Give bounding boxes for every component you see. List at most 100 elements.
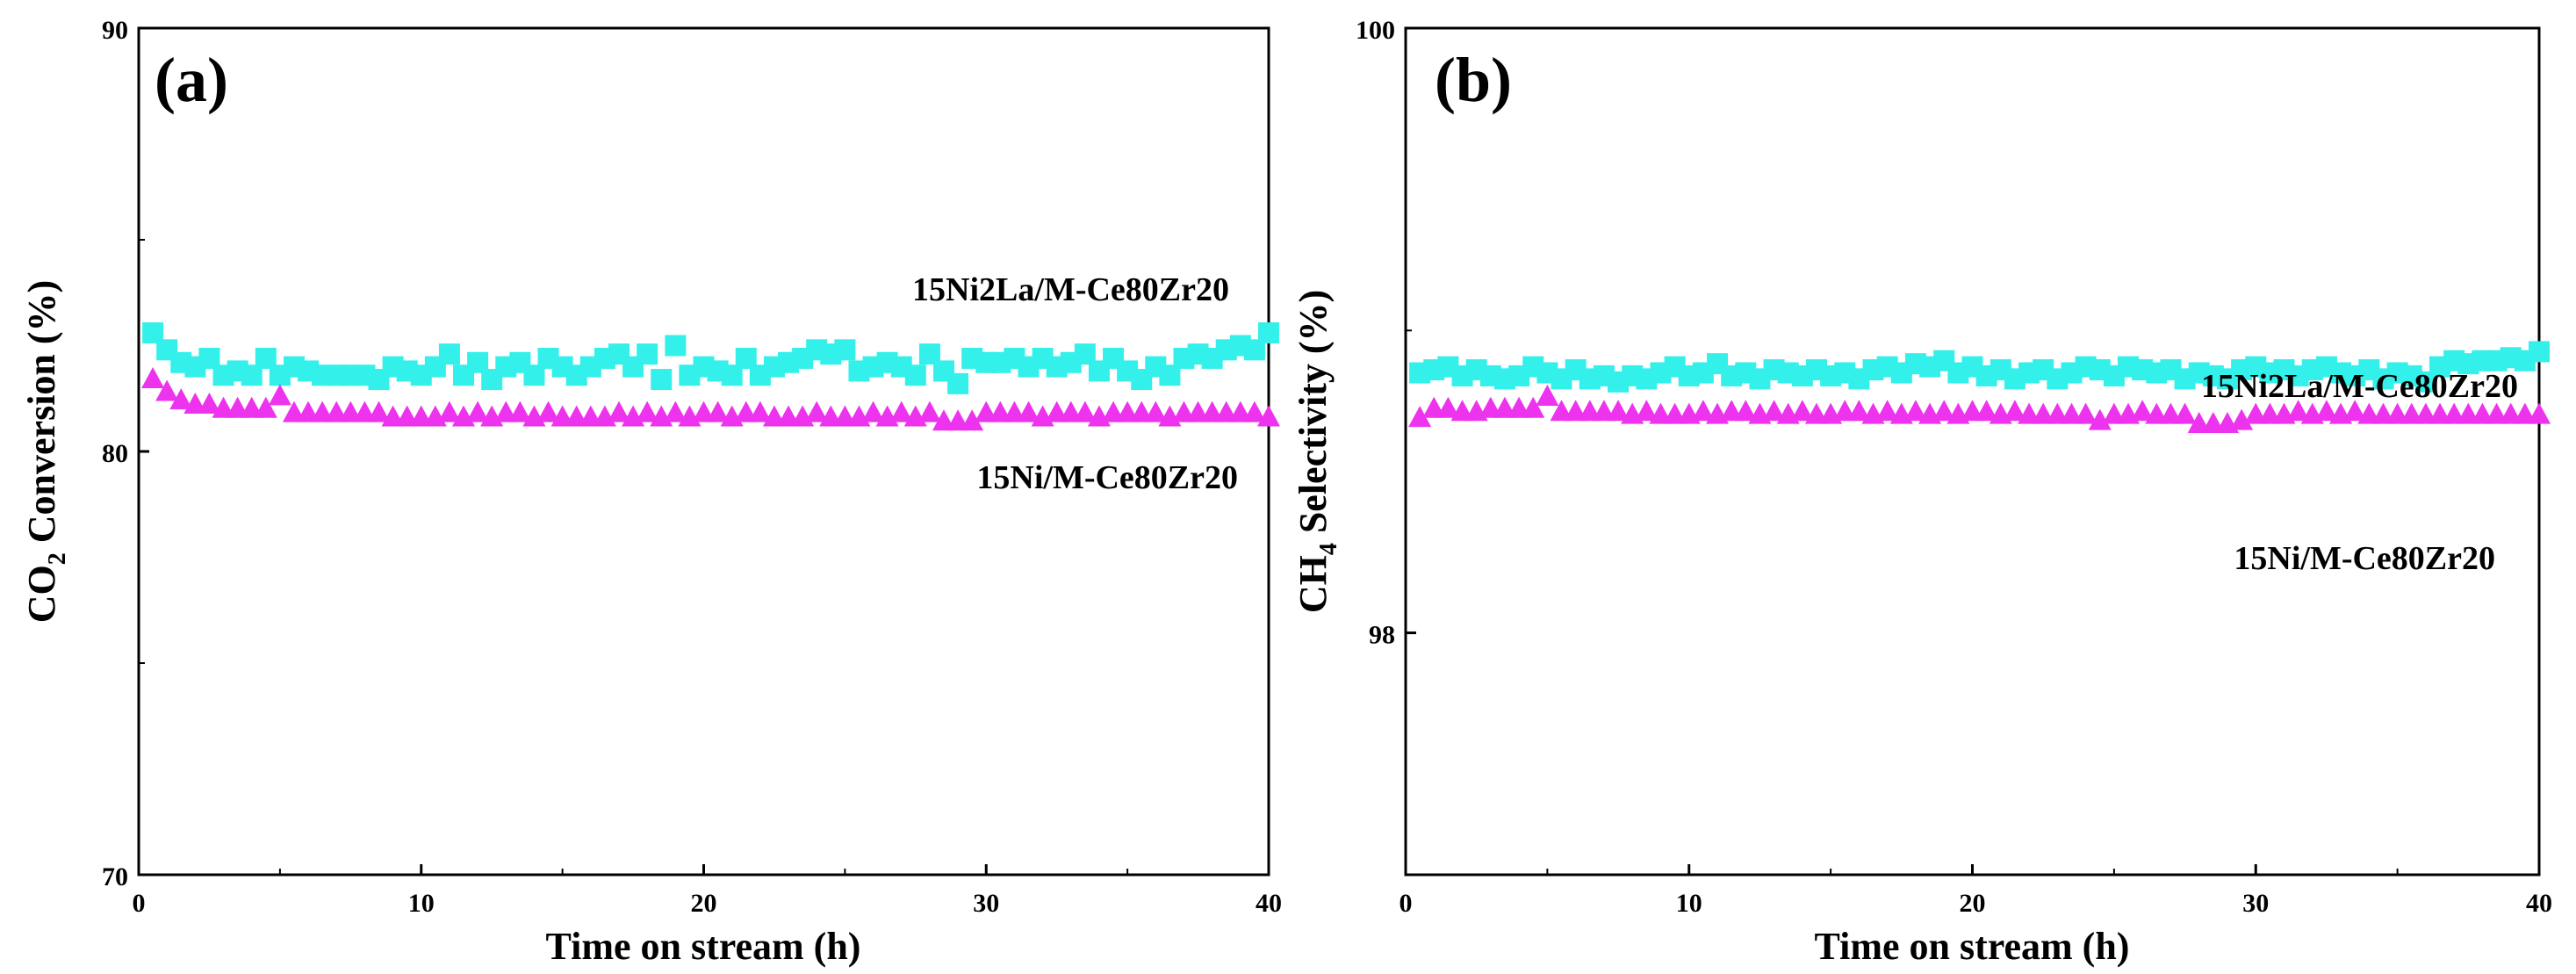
point-a-s1-0 (141, 367, 165, 389)
x-tick-label-b-3: 30 (2242, 889, 2269, 918)
point-a-s1-37 (664, 400, 687, 422)
point-a-s1-2 (169, 388, 193, 410)
point-a-s1-23 (466, 400, 490, 422)
y-axis-title-a-prefix: CO (20, 565, 63, 623)
point-b-s1-48 (2088, 408, 2112, 430)
point-b-s1-35 (1903, 400, 1927, 422)
series-label-b-1: 15Ni/M-Ce80Zr20 (2234, 540, 2495, 577)
point-a-s1-4 (198, 392, 221, 414)
point-a-s0-35 (637, 343, 658, 365)
point-a-s0-57 (947, 372, 969, 394)
x-axis-title-a: Time on stream (h) (546, 925, 861, 968)
point-a-s1-79 (1257, 405, 1280, 427)
point-a-s1-51 (861, 400, 885, 422)
point-b-s1-66 (2343, 400, 2367, 422)
point-b-s1-8 (1522, 396, 1545, 418)
point-b-s0-79 (2529, 341, 2550, 363)
point-b-s1-25 (1762, 400, 1786, 422)
y-axis-title-a-sub: 2 (44, 552, 71, 565)
y-tick-label-a-0: 70 (102, 862, 128, 891)
plot-frame-b (1404, 26, 2541, 877)
point-a-s1-53 (889, 400, 913, 422)
point-a-s1-58 (961, 409, 984, 431)
y-axis-title-b: CH4 Selectivity (%) (1292, 290, 1342, 613)
point-a-s1-9 (268, 384, 291, 406)
y-tick-label-b-1: 100 (1356, 16, 1395, 45)
point-a-s1-43 (748, 400, 772, 422)
x-tick-label-a-0: 0 (133, 889, 146, 918)
point-a-s1-33 (607, 400, 630, 422)
point-b-s1-37 (1932, 400, 1956, 422)
point-a-s1-40 (706, 400, 730, 422)
point-b-s1-31 (1847, 400, 1871, 422)
y-tick-label-a-1: 80 (102, 439, 128, 468)
point-a-s1-71 (1144, 400, 1168, 422)
x-tick-label-a-3: 30 (973, 889, 999, 918)
y-tick-label-b-0: 98 (1369, 621, 1395, 650)
point-b-s1-42 (2003, 400, 2026, 422)
y-axis-title-a: CO2 Conversion (%) (20, 280, 71, 623)
series-label-b-0: 15Ni2La/M-Ce80Zr20 (2201, 368, 2518, 405)
series-label-a-1: 15Ni/M-Ce80Zr20 (976, 459, 1238, 496)
point-a-s1-28 (536, 400, 560, 422)
x-tick-label-a-1: 10 (408, 889, 435, 918)
point-a-s0-36 (651, 369, 673, 391)
marks-b (1408, 341, 2551, 434)
point-a-s0-37 (665, 335, 687, 357)
point-a-s1-1 (155, 379, 179, 401)
panel-b: 0 10 20 30 40 98 100 (b) 15Ni2La/M-Ce80Zr20 15… (1292, 16, 2552, 968)
point-b-s1-23 (1734, 400, 1758, 422)
ticks-b: 0 10 20 30 40 98 100 (1356, 16, 2552, 918)
y-axis-title-a-suffix: Conversion (%) (20, 280, 63, 552)
point-b-s1-62 (2286, 400, 2310, 422)
point-b-s1-58 (2230, 408, 2254, 430)
point-b-s1-27 (1790, 400, 1814, 422)
point-a-s1-16 (367, 400, 391, 422)
point-a-s1-26 (508, 400, 532, 422)
point-b-s1-47 (2074, 402, 2097, 424)
x-tick-label-b-0: 0 (1400, 889, 1413, 918)
ticks-a: 0 10 20 30 40 70 80 90 (102, 16, 1282, 918)
point-a-s1-55 (917, 400, 941, 422)
point-a-s1-78 (1242, 400, 1266, 422)
x-tick-label-a-4: 40 (1256, 889, 1282, 918)
point-a-s0-21 (438, 343, 460, 365)
y-axis-title-b-sub: 4 (1315, 543, 1342, 555)
plot-frame-a (137, 26, 1270, 877)
series-label-a-0: 15Ni2La/M-Ce80Zr20 (912, 271, 1229, 308)
point-a-s0-54 (904, 364, 926, 386)
point-b-s1-33 (1875, 400, 1899, 422)
point-b-s1-51 (2131, 400, 2155, 422)
point-b-s1-9 (1536, 385, 1559, 407)
panel-label-b: (b) (1435, 45, 1512, 115)
point-b-s1-14 (1607, 400, 1630, 422)
x-tick-label-b-1: 10 (1676, 889, 1702, 918)
x-tick-label-b-4: 40 (2526, 889, 2552, 918)
point-a-s1-47 (805, 400, 829, 422)
point-a-s1-8 (254, 396, 277, 418)
panel-a: 0 10 20 30 40 70 80 90 (a) 15Ni2La/M-Ce80Zr20 1… (20, 16, 1282, 968)
point-b-s1-40 (1975, 400, 1998, 422)
point-b-s1-64 (2314, 400, 2338, 422)
x-tick-label-b-2: 20 (1960, 889, 1986, 918)
point-b-s1-16 (1635, 400, 1659, 422)
point-b-s1-20 (1691, 400, 1715, 422)
point-b-s1-2 (1436, 396, 1460, 418)
point-a-s1-66 (1073, 400, 1097, 422)
point-b-s1-79 (2528, 402, 2551, 424)
point-a-s1-21 (437, 400, 461, 422)
point-b-s1-54 (2173, 402, 2197, 424)
point-a-s0-79 (1258, 322, 1279, 344)
y-axis-title-b-prefix: CH (1292, 555, 1335, 613)
y-tick-label-a-2: 90 (102, 16, 128, 45)
marks-a (141, 322, 1280, 431)
x-tick-label-a-2: 20 (691, 889, 717, 918)
panel-label-a: (a) (155, 45, 228, 115)
point-a-s1-62 (1017, 400, 1040, 422)
point-a-s1-35 (636, 400, 659, 422)
y-axis-title-b-suffix: Selectivity (%) (1292, 290, 1335, 543)
point-a-s0-49 (834, 339, 856, 361)
point-b-s1-0 (1408, 406, 1432, 428)
x-axis-title-b: Time on stream (h) (1815, 925, 2130, 968)
